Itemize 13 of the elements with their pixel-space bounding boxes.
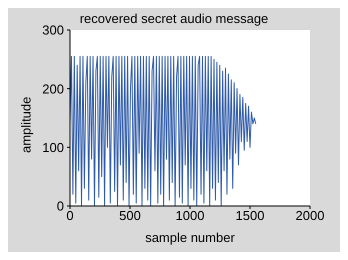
x-axis-title: sample number bbox=[145, 230, 236, 245]
y-tick-label: 200 bbox=[42, 81, 64, 96]
y-axis-title: amplitude bbox=[18, 96, 34, 153]
y-tick-label: 0 bbox=[56, 198, 64, 214]
x-tick-label: 1500 bbox=[236, 208, 264, 224]
y-tick-label: 300 bbox=[42, 22, 64, 38]
line-series bbox=[70, 56, 256, 206]
chart-title: recovered secret audio message bbox=[80, 11, 268, 26]
y-tick-label: 100 bbox=[42, 140, 64, 155]
x-tick-label: 500 bbox=[119, 208, 141, 224]
x-tick-label: 0 bbox=[66, 208, 74, 224]
x-tick-label: 2000 bbox=[296, 208, 324, 224]
x-tick-label: 1000 bbox=[176, 208, 204, 224]
